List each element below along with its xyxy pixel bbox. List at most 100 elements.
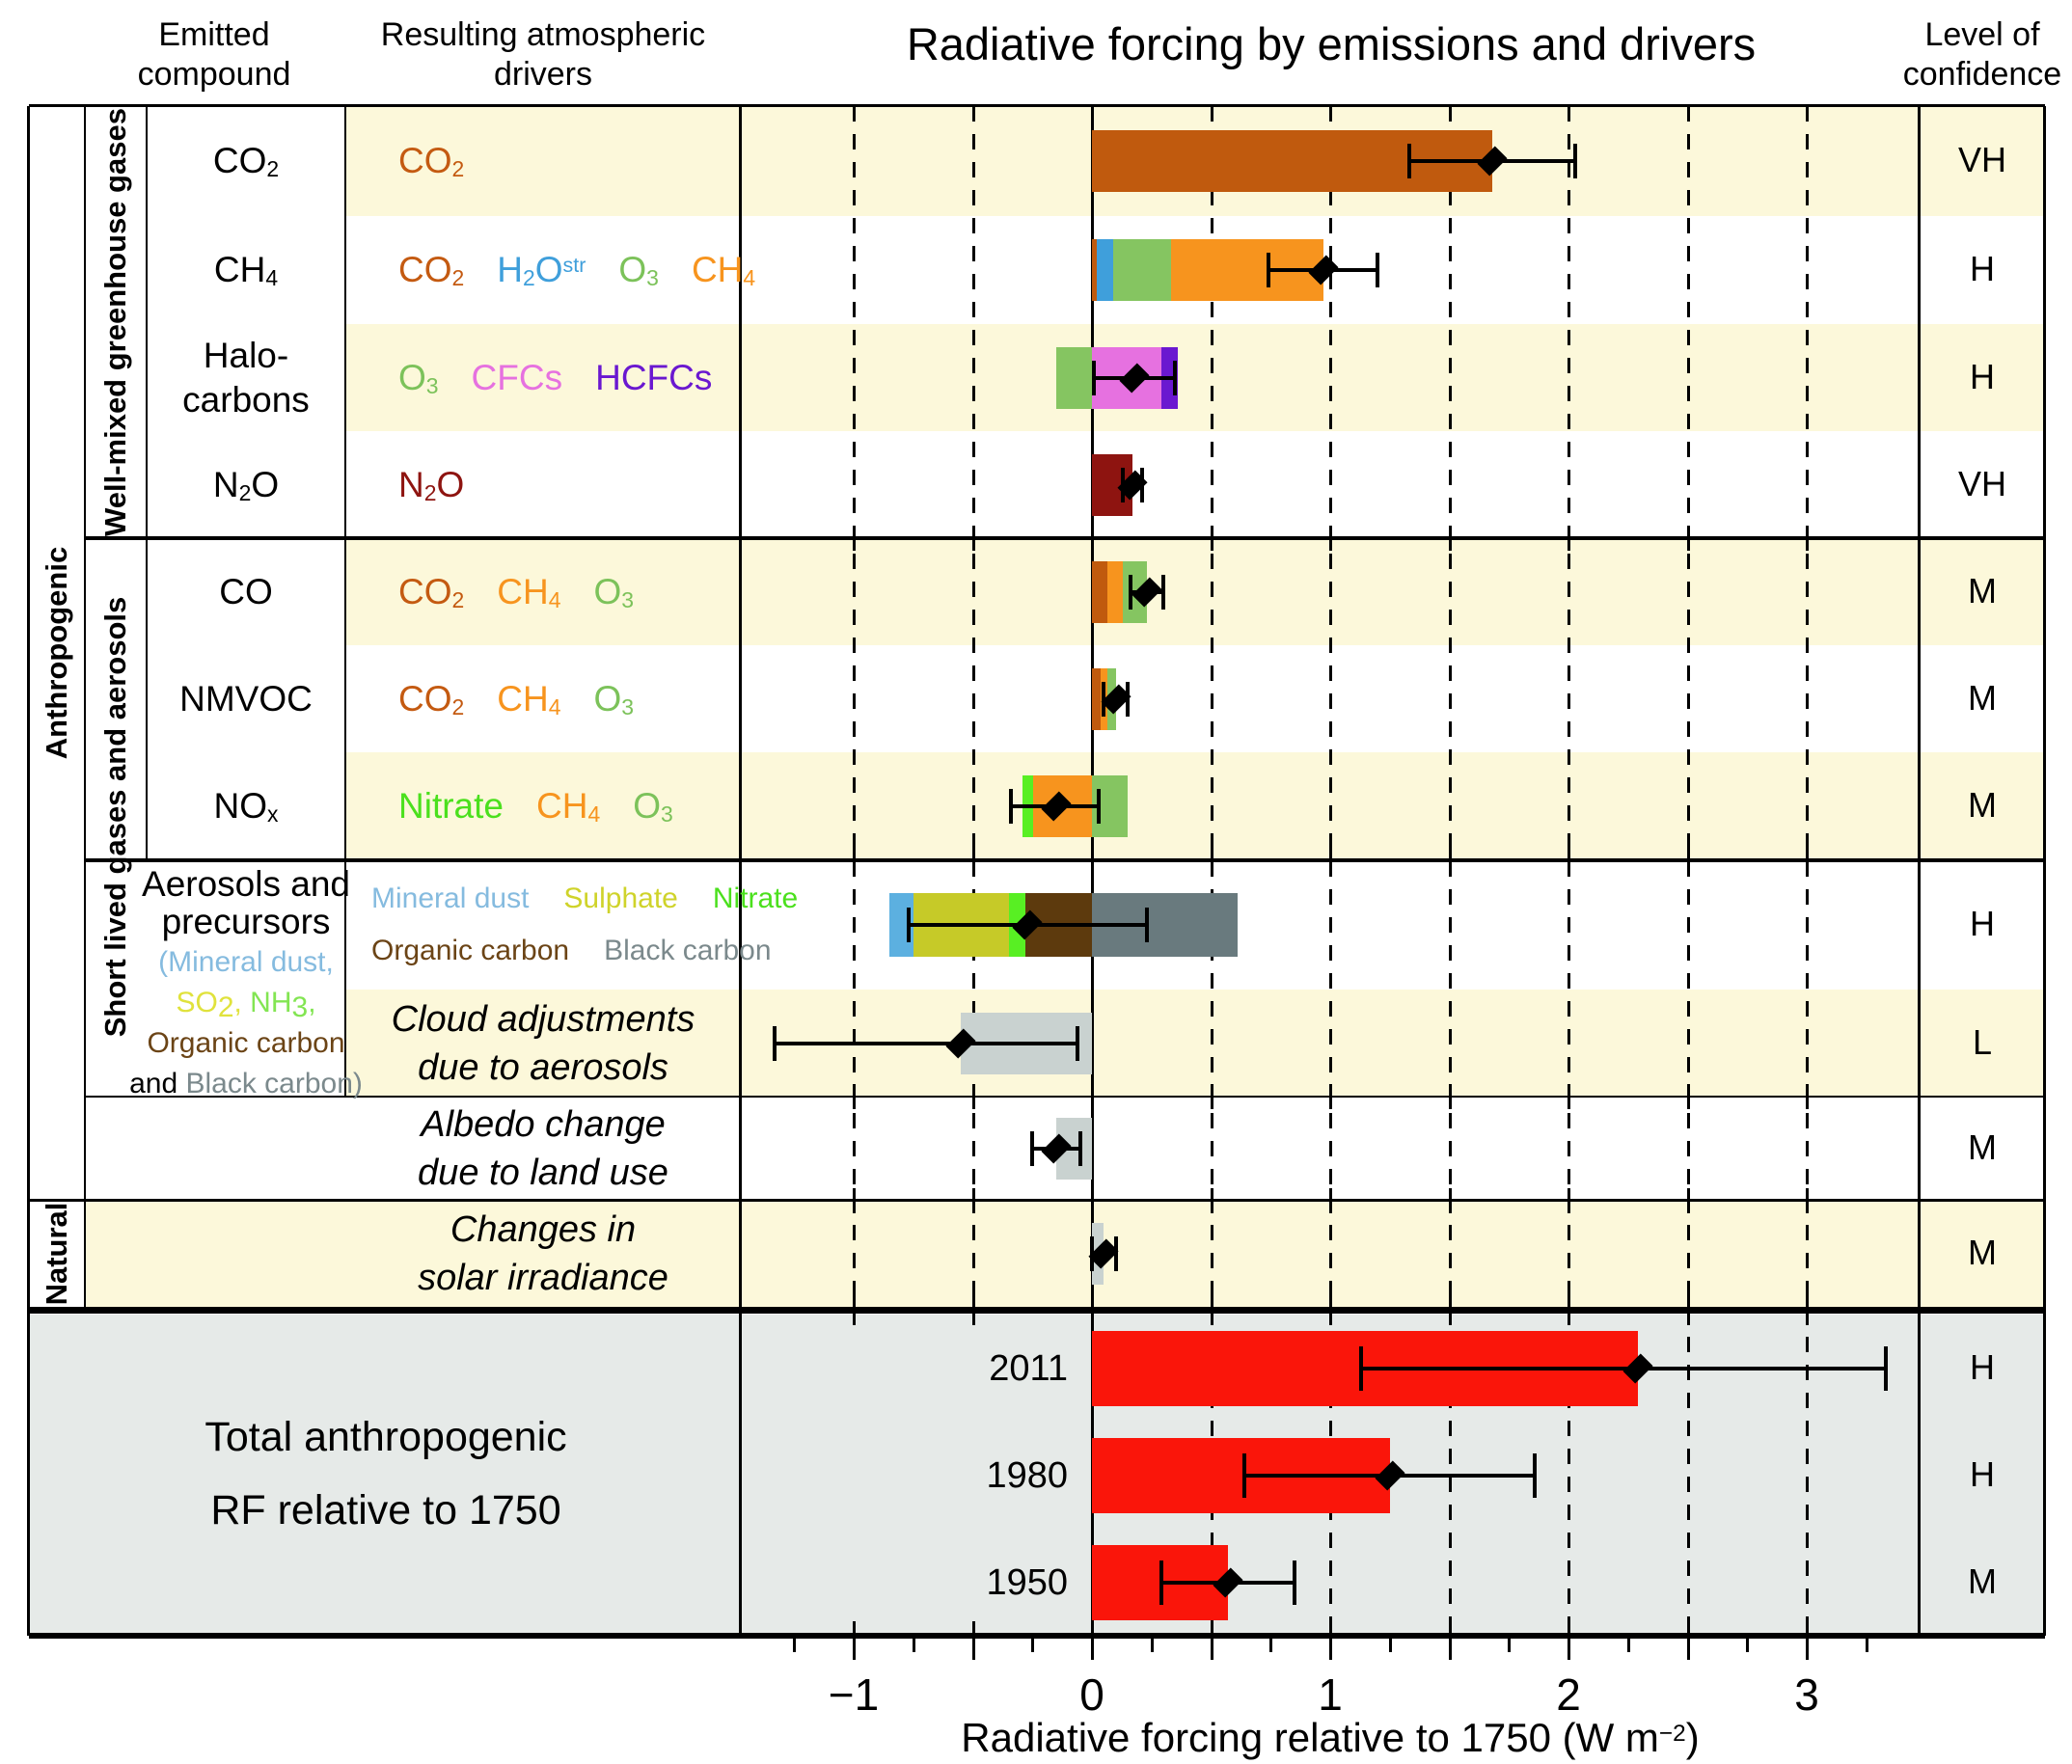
chem-token: x xyxy=(267,801,279,828)
drivers-italic-line: due to aerosols xyxy=(418,1047,668,1088)
row-band-cloud xyxy=(345,990,2045,1097)
grid-tick xyxy=(1568,1188,1570,1199)
chem-token: 3 xyxy=(291,991,309,1024)
chem-token: str xyxy=(562,254,586,278)
whisker-cap xyxy=(1092,361,1096,395)
grid-tick xyxy=(1806,1188,1809,1199)
chem-token: 2 xyxy=(238,480,252,506)
compound-label-line: precursors xyxy=(124,903,368,940)
grid-tick xyxy=(1687,1203,1690,1213)
compound-label-line: N2O xyxy=(124,463,368,511)
grid-tick xyxy=(1806,540,1809,551)
grid-tick xyxy=(1449,862,1452,873)
compound-label-nox: NOx xyxy=(124,784,368,832)
axis-title: Radiative forcing relative to 1750 (W m−… xyxy=(741,1715,1920,1761)
grid-tick xyxy=(1806,1084,1809,1095)
grid-tick xyxy=(853,848,856,858)
chem-token: CH xyxy=(497,572,549,611)
grid-tick xyxy=(1211,526,1213,536)
grid-tick xyxy=(1211,1203,1213,1213)
drivers-line: Mineral dust Sulphate Nitrate xyxy=(371,873,798,925)
row-band-solar xyxy=(85,1201,2045,1307)
grid-tick xyxy=(853,540,856,551)
chem-token: carbons xyxy=(182,380,310,420)
separator-cloud-albedo xyxy=(85,1096,2045,1098)
drivers-label-ch4: CO2 H2Ostr O3 CH4 xyxy=(398,247,755,298)
grid-tick xyxy=(1806,108,1809,120)
driver-chem: O3 xyxy=(633,786,673,827)
sector-label-anthropogenic: Anthropogenic xyxy=(40,546,73,760)
table-top-border xyxy=(29,104,2045,107)
grid-tick xyxy=(1806,848,1809,858)
drivers-line: CO2 xyxy=(398,138,464,188)
axis-tick-outside xyxy=(1806,1639,1809,1660)
whisker-cap xyxy=(1293,1560,1296,1605)
chem-token: NO xyxy=(213,786,268,826)
grid-tick xyxy=(1449,540,1452,551)
drivers-line: Nitrate CH4 O3 xyxy=(398,783,673,833)
chem-token: HCFCs xyxy=(595,358,713,397)
chem-token: CH xyxy=(691,250,744,289)
drivers-italic-line: Albedo change xyxy=(421,1104,666,1145)
axis-tick-outside xyxy=(1269,1639,1272,1652)
axis-tick-outside xyxy=(1508,1639,1511,1652)
chem-token: 2 xyxy=(451,265,465,291)
row-confidence-co: M xyxy=(1968,571,1997,611)
bar-segment-co2 xyxy=(1092,561,1107,623)
bar-segment-co2 xyxy=(1092,239,1097,301)
grid-tick xyxy=(1687,848,1690,858)
whisker-cap xyxy=(1129,575,1132,610)
grid-tick xyxy=(972,1203,975,1213)
separator-anthropogenic-natural xyxy=(29,1199,2045,1202)
grid-tick xyxy=(1449,1084,1452,1095)
grid-tick xyxy=(1806,1621,1809,1634)
driver-chem: CH4 xyxy=(536,786,600,827)
chem-token: 3 xyxy=(621,694,635,720)
grid-tick xyxy=(853,526,856,536)
axis-tick-outside xyxy=(1091,1639,1094,1660)
chem-token: 2 xyxy=(523,265,535,291)
axis-title-text: Radiative forcing relative to 1750 (W m−… xyxy=(961,1715,1699,1760)
axis-tick-outside xyxy=(1866,1639,1868,1652)
row-confidence-n2o: VH xyxy=(1957,464,2006,503)
drivers-label-nmvoc: CO2 CH4 O3 xyxy=(398,676,634,726)
grid-tick xyxy=(972,1296,975,1309)
grid-tick xyxy=(1211,1296,1213,1309)
drivers-line: CO2 CH4 O3 xyxy=(398,676,634,726)
grid-tick xyxy=(853,1099,856,1109)
total-year-1950: 1950 xyxy=(986,1562,1068,1603)
column-header-level-of-confidence: Level of confidence xyxy=(1902,16,2062,93)
axis-tick-outside xyxy=(972,1639,975,1660)
chem-token: , xyxy=(308,987,316,1018)
grid-tick xyxy=(1329,1621,1332,1634)
drivers-italic-line: Cloud adjustments xyxy=(391,999,695,1040)
whisker-cap xyxy=(907,908,911,942)
grid-tick xyxy=(1329,540,1332,551)
grid-tick xyxy=(1806,1203,1809,1213)
grid-tick xyxy=(972,1621,975,1634)
grid-tick xyxy=(1329,1296,1332,1309)
chem-token: O xyxy=(593,679,622,719)
table-right-border xyxy=(2043,106,2046,1636)
total-confidence-1980: H xyxy=(1970,1454,1995,1494)
total-year-1980: 1980 xyxy=(986,1455,1068,1496)
separator-wellmixed-shortlived xyxy=(85,536,2045,540)
axis-tick-outside xyxy=(1031,1639,1034,1652)
grid-tick xyxy=(972,526,975,536)
whisker-cap xyxy=(1359,1346,1363,1391)
uncertainty-whisker xyxy=(775,1042,1077,1045)
grid-tick xyxy=(1449,108,1452,120)
row-band-halocarbons xyxy=(345,324,2045,431)
grid-tick xyxy=(1687,108,1690,120)
axis-tick-outside xyxy=(913,1639,915,1652)
grid-tick xyxy=(1568,1099,1570,1109)
sector-column-border xyxy=(84,106,86,1307)
drivers-line: CO2 H2Ostr O3 CH4 xyxy=(398,247,755,298)
chem-token: 4 xyxy=(743,265,756,291)
compound-label-ch4: CH4 xyxy=(124,248,368,296)
grid-tick xyxy=(1211,540,1213,551)
driver-chem: Nitrate xyxy=(398,786,504,826)
grid-tick xyxy=(1449,526,1452,536)
chem-token: NH xyxy=(250,987,292,1018)
